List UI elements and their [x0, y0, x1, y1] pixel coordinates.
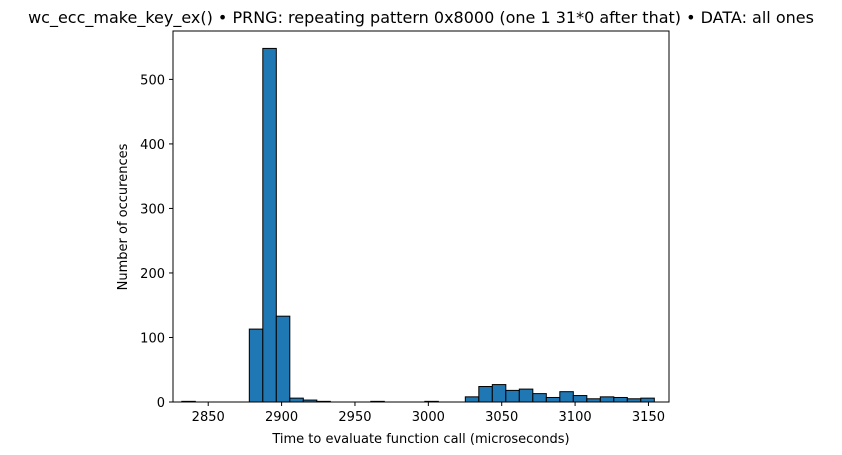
y-tick-label: 100 — [140, 331, 165, 346]
y-tick-label: 0 — [157, 396, 165, 411]
histogram-bar — [505, 389, 520, 403]
x-tick-label: 3150 — [632, 410, 665, 425]
histogram-bar — [491, 384, 507, 403]
histogram-bar — [640, 397, 655, 403]
histogram-bar — [572, 395, 588, 403]
y-tick-label: 300 — [140, 202, 165, 217]
histogram-bar — [545, 396, 561, 403]
histogram-bar — [532, 393, 547, 403]
histogram-bar — [275, 315, 291, 403]
histogram-bar — [599, 396, 615, 403]
y-tick-label: 200 — [140, 267, 165, 282]
histogram-bar — [262, 47, 277, 403]
histogram-bar — [248, 328, 264, 403]
x-axis-ticks: 2850 2900 2950 3000 3050 3100 3150 — [192, 402, 665, 425]
histogram-bar — [613, 396, 628, 403]
y-tick-label: 500 — [140, 73, 165, 88]
y-axis-label: Number of occurences — [116, 143, 131, 290]
x-tick-label: 3000 — [412, 410, 445, 425]
plot-frame — [172, 30, 670, 403]
histogram-bar — [289, 397, 304, 403]
x-tick-label: 2900 — [265, 410, 298, 425]
x-tick-label: 2850 — [192, 410, 225, 425]
x-axis-label: Time to evaluate function call (microsec… — [271, 432, 569, 447]
histogram-bar — [464, 396, 480, 403]
x-tick-label: 3100 — [559, 410, 592, 425]
x-tick-label: 2950 — [338, 410, 371, 425]
histogram-bar — [559, 391, 574, 403]
x-tick-label: 3050 — [485, 410, 518, 425]
y-tick-label: 400 — [140, 138, 165, 153]
y-axis-ticks: 0 100 200 300 400 500 — [140, 73, 173, 411]
histogram-bar — [478, 386, 493, 403]
histogram-bar — [518, 388, 534, 403]
chart-title: wc_ecc_make_key_ex() • PRNG: repeating p… — [28, 8, 814, 28]
bars-group — [181, 47, 655, 403]
